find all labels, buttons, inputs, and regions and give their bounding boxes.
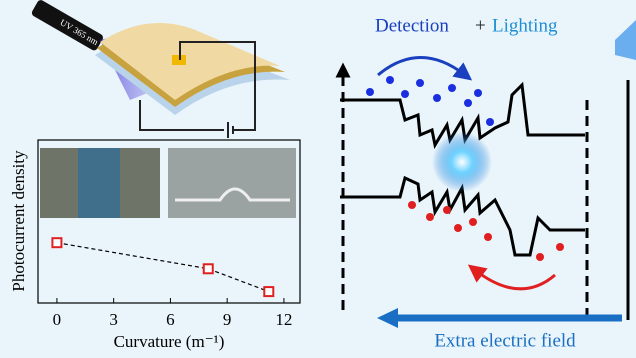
y-axis-label: Photocurrent density <box>9 150 28 292</box>
point <box>204 264 213 273</box>
glow <box>432 132 492 192</box>
figure: UV 365 nm Detection + Lighting Extra ele… <box>0 0 636 353</box>
arrow <box>378 58 465 76</box>
point <box>264 287 273 296</box>
x-axis-label: Curvature (m⁻¹) <box>114 332 225 351</box>
device-illustration: UV 365 nm <box>30 0 290 138</box>
x-tick-label: 3 <box>109 310 118 329</box>
holes <box>408 201 564 261</box>
band-diagram <box>340 70 628 320</box>
x-tick-label: 0 <box>53 310 62 329</box>
x-tick-label: 6 <box>166 310 175 329</box>
field-label: Extra electric field <box>434 330 576 351</box>
page: {"chart_data": {"type": "scatter", "y_la… <box>0 0 636 353</box>
field-arrowhead <box>377 308 398 328</box>
x-tick-label: 12 <box>275 310 292 329</box>
plus-label: + <box>475 15 486 36</box>
photos <box>40 148 296 218</box>
lamp <box>615 20 636 60</box>
trend-line <box>57 243 269 292</box>
detection-label: Detection <box>375 15 449 36</box>
lighting-label: Lighting <box>492 15 558 36</box>
arrow <box>475 270 555 289</box>
x-tick-label: 9 <box>223 310 232 329</box>
point <box>52 238 61 247</box>
